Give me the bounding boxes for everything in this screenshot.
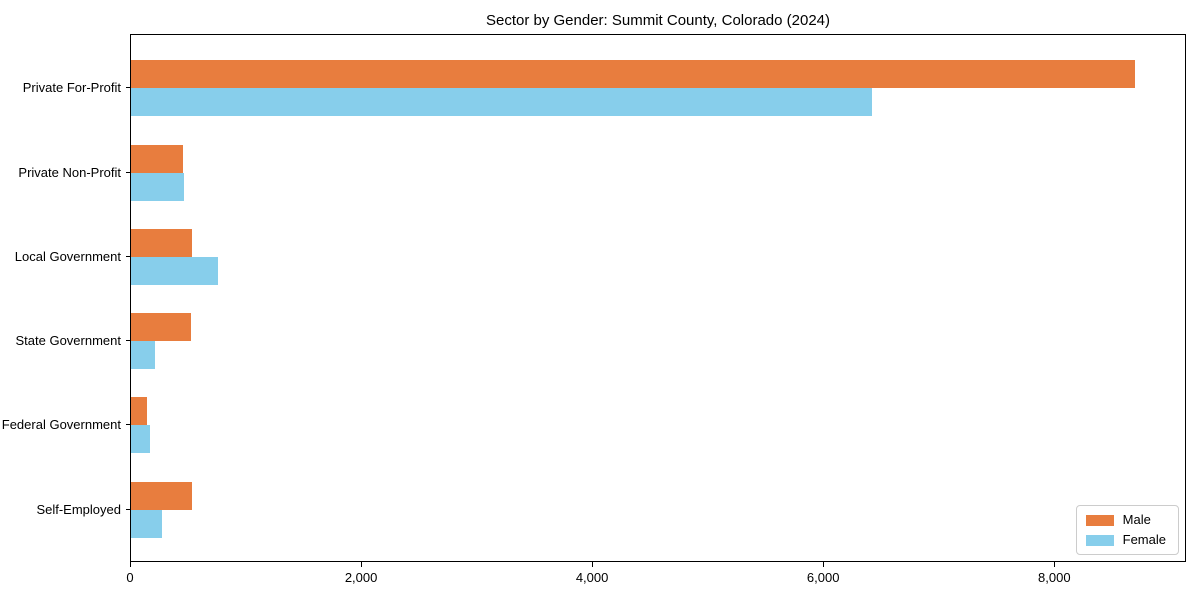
xtick-label-1: 2,000	[344, 570, 378, 585]
xtick-mark-2	[592, 562, 594, 567]
legend-swatch-male-icon	[1085, 514, 1114, 526]
ytick-mark-0	[126, 87, 130, 89]
ytick-label-0: Private For-Profit	[22, 80, 121, 96]
bar-female-private-for-profit	[131, 88, 872, 117]
bar-male-private-for-profit	[131, 60, 1135, 89]
xtick-mark-0	[130, 562, 131, 567]
bar-male-local-government	[131, 228, 192, 257]
xtick-mark-1	[361, 562, 363, 567]
ytick-label-4: Federal Government	[1, 417, 121, 433]
bar-male-federal-government	[131, 397, 147, 426]
bar-male-state-government	[131, 313, 191, 342]
legend-item-female: Female	[1085, 532, 1166, 547]
bar-female-self-employed	[131, 509, 162, 538]
bar-female-state-government	[131, 341, 155, 370]
xtick-label-2: 4,000	[575, 570, 609, 585]
ytick-mark-5	[126, 508, 130, 510]
legend-swatch-female-icon	[1085, 534, 1114, 546]
legend-label-male: Male	[1122, 512, 1151, 527]
xtick-mark-4	[1054, 562, 1056, 567]
ytick-mark-3	[126, 340, 130, 342]
legend-item-male: Male	[1085, 512, 1166, 527]
plot-area: Male Female	[130, 34, 1186, 562]
ytick-label-2: Local Government	[14, 248, 121, 264]
chart-title: Sector by Gender: Summit County, Colorad…	[485, 12, 831, 29]
bar-male-private-non-profit	[131, 144, 183, 173]
ytick-mark-4	[126, 424, 130, 426]
bar-male-self-employed	[131, 481, 193, 510]
xtick-mark-3	[823, 562, 825, 567]
ytick-mark-2	[126, 255, 130, 257]
legend-label-female: Female	[1122, 532, 1166, 547]
legend: Male Female	[1075, 505, 1179, 555]
bar-female-local-government	[131, 256, 219, 285]
ytick-mark-1	[126, 171, 130, 173]
bar-female-federal-government	[131, 425, 150, 454]
ytick-label-5: Self-Employed	[36, 501, 121, 517]
xtick-label-4: 8,000	[1038, 570, 1071, 585]
ytick-label-1: Private Non-Profit	[18, 164, 121, 180]
bar-female-private-non-profit	[131, 172, 184, 201]
ytick-label-3: State Government	[15, 333, 122, 349]
xtick-label-0: 0	[126, 570, 134, 585]
xtick-label-3: 6,000	[806, 570, 840, 585]
